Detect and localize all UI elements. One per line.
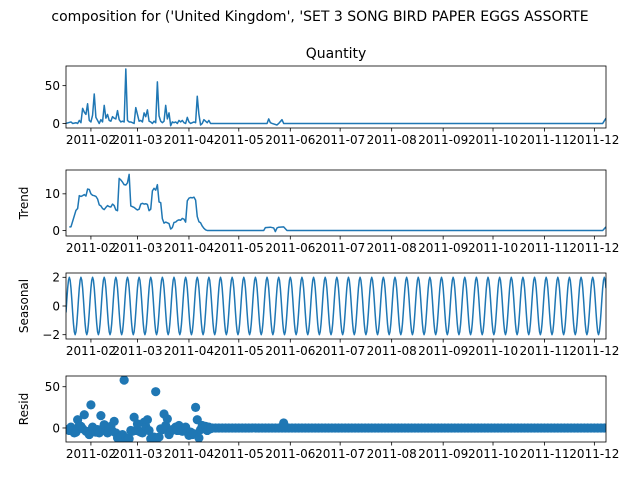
- x-tick-label: 2011-06: [265, 133, 315, 147]
- x-tick-label: 2011-02: [66, 344, 116, 358]
- x-tick-label: 2011-11: [519, 133, 569, 147]
- x-tick-label: 2011-04: [164, 133, 214, 147]
- series-seasonal: [66, 276, 606, 336]
- y-axis-label-resid: Resid: [17, 393, 31, 425]
- resid-point: [142, 415, 153, 425]
- figure-title: composition for ('United Kingdom', 'SET …: [51, 9, 588, 25]
- resid-point: [86, 400, 96, 410]
- x-tick-label: 2011-08: [367, 447, 417, 461]
- resid-point: [599, 423, 606, 433]
- panel-title: Quantity: [306, 46, 367, 62]
- axes-frame: [65, 169, 607, 237]
- x-tick-label: 2011-04: [164, 344, 214, 358]
- axes-frame: [65, 375, 607, 443]
- x-tick-label: 2011-10: [468, 344, 518, 358]
- series-resid: [66, 376, 606, 442]
- y-axis-label-seasonal: Seasonal: [17, 279, 31, 333]
- x-tick-label: 2011-03: [112, 241, 162, 255]
- resid-point: [96, 411, 106, 421]
- line-seasonal: [66, 276, 606, 336]
- y-tick-label: −2: [42, 328, 60, 342]
- y-tick-label: 2: [52, 271, 60, 285]
- x-tick-label: 2011-03: [112, 133, 162, 147]
- y-tick-label: 50: [45, 380, 60, 394]
- y-tick-label: 0: [52, 421, 60, 435]
- x-tick-label: 2011-05: [214, 447, 264, 461]
- x-tick-label: 2011-09: [418, 344, 468, 358]
- resid-point: [151, 387, 161, 397]
- x-tick-label: 2011-10: [468, 241, 518, 255]
- x-tick-label: 2011-06: [265, 344, 315, 358]
- y-tick-label: 0: [52, 224, 60, 238]
- x-tick-label: 2011-10: [468, 447, 518, 461]
- x-tick-label: 2011-12: [569, 344, 619, 358]
- x-tick-label: 2011-05: [214, 133, 264, 147]
- x-tick-label: 2011-06: [265, 241, 315, 255]
- y-axis-label-trend: Trend: [17, 187, 31, 221]
- x-tick-label: 2011-07: [315, 133, 365, 147]
- x-tick-label: 2011-02: [66, 133, 116, 147]
- x-tick-label: 2011-11: [519, 344, 569, 358]
- line-trend: [69, 173, 606, 233]
- x-tick-label: 2011-04: [164, 241, 214, 255]
- resid-point: [194, 433, 204, 442]
- resid-point: [119, 376, 129, 385]
- x-tick-label: 2011-09: [418, 241, 468, 255]
- x-tick-label: 2011-12: [569, 241, 619, 255]
- x-tick-label: 2011-03: [112, 344, 162, 358]
- x-tick-label: 2011-08: [367, 241, 417, 255]
- x-tick-label: 2011-06: [265, 447, 315, 461]
- resid-point: [279, 418, 289, 428]
- x-tick-label: 2011-08: [367, 133, 417, 147]
- y-tick-label: 50: [45, 79, 60, 93]
- x-tick-label: 2011-09: [418, 133, 468, 147]
- resid-point: [144, 425, 154, 436]
- resid-point: [162, 414, 172, 424]
- x-tick-label: 2011-09: [418, 447, 468, 461]
- resid-point: [124, 434, 134, 442]
- x-tick-label: 2011-07: [315, 344, 365, 358]
- x-tick-label: 2011-08: [367, 344, 417, 358]
- x-tick-label: 2011-05: [214, 344, 264, 358]
- y-tick-label: 10: [45, 187, 60, 201]
- resid-point: [154, 432, 164, 442]
- x-tick-label: 2011-02: [66, 447, 116, 461]
- x-tick-label: 2011-11: [519, 447, 569, 461]
- resid-point: [79, 410, 89, 420]
- y-tick-label: 0: [52, 299, 60, 313]
- x-tick-label: 2011-02: [66, 241, 116, 255]
- x-tick-label: 2011-07: [315, 447, 365, 461]
- x-tick-label: 2011-10: [468, 133, 518, 147]
- x-tick-label: 2011-03: [112, 447, 162, 461]
- series-observed: [66, 68, 606, 127]
- y-tick-label: 0: [52, 117, 60, 131]
- x-tick-label: 2011-04: [164, 447, 214, 461]
- line-observed: [66, 68, 606, 127]
- series-trend: [69, 173, 606, 233]
- x-tick-label: 2011-05: [214, 241, 264, 255]
- x-tick-label: 2011-11: [519, 241, 569, 255]
- x-tick-label: 2011-07: [315, 241, 365, 255]
- x-tick-label: 2011-12: [569, 447, 619, 461]
- resid-point: [109, 416, 119, 426]
- resid-point: [191, 402, 201, 412]
- resid-point: [205, 424, 216, 434]
- axes-frame: [65, 65, 607, 129]
- x-tick-label: 2011-12: [569, 133, 619, 147]
